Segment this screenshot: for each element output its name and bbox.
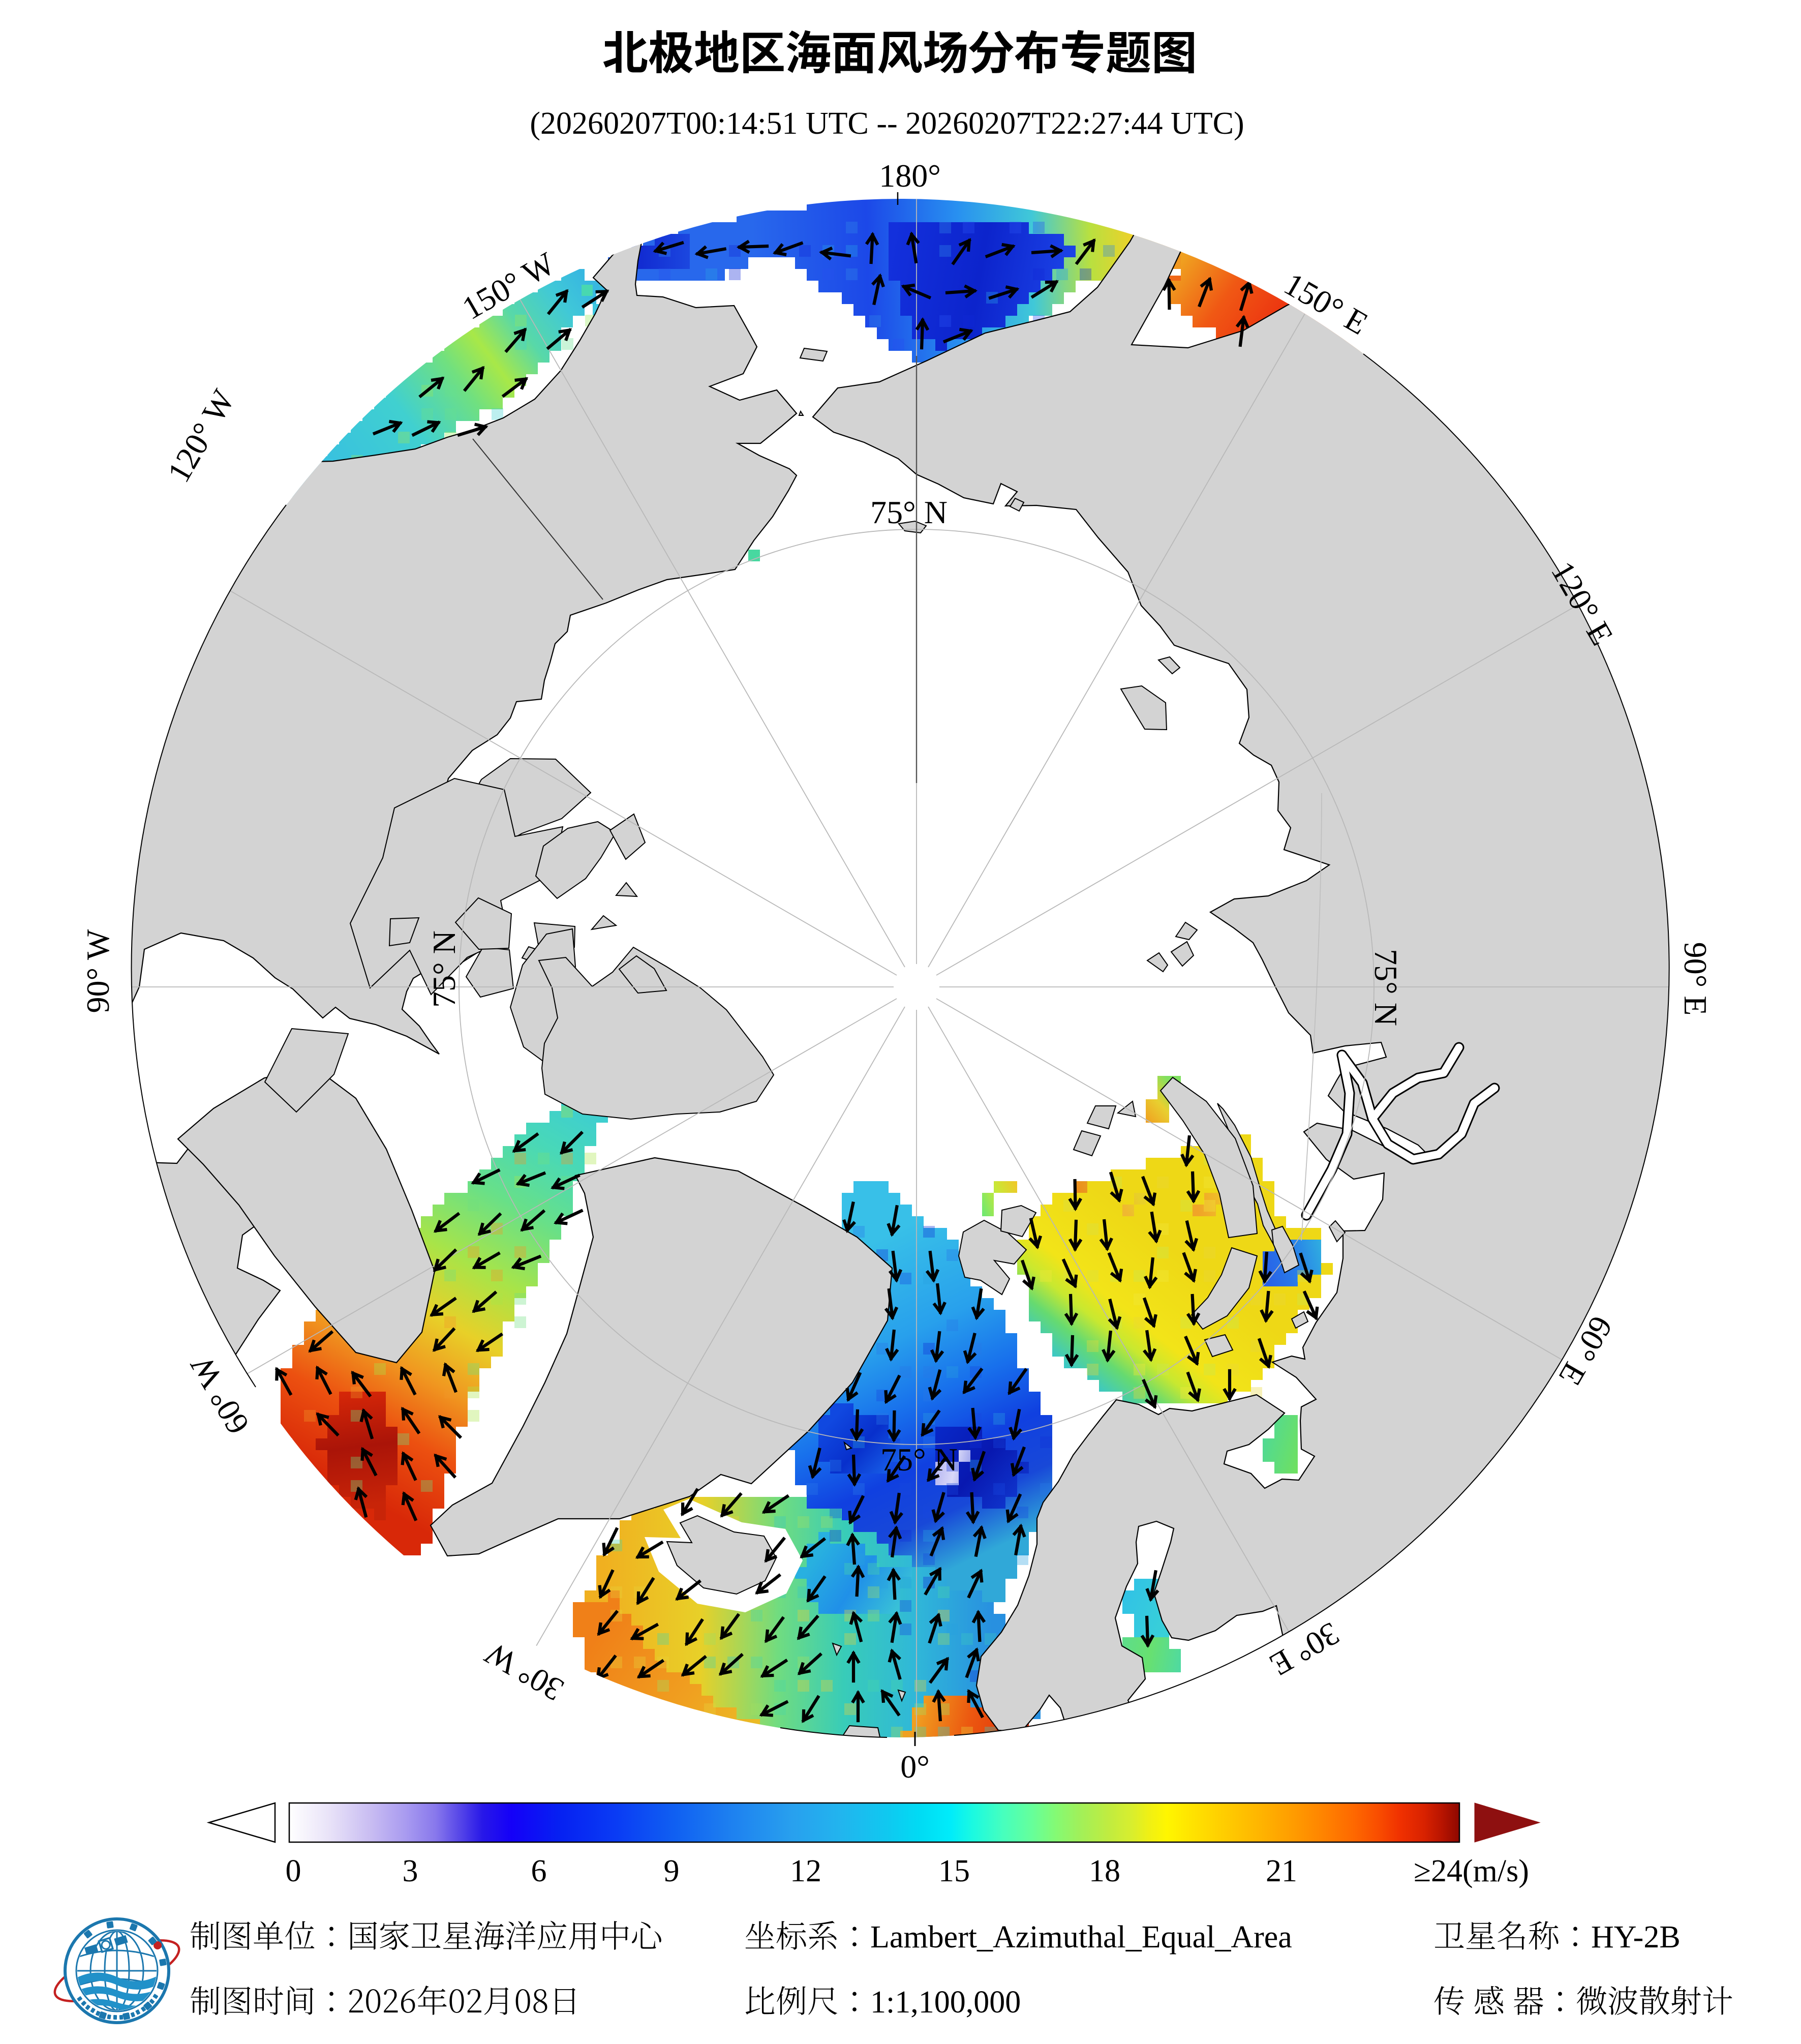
svg-text:0: 0	[286, 1854, 301, 1888]
svg-text:75° N: 75° N	[870, 494, 948, 530]
svg-text:75° N: 75° N	[1368, 949, 1404, 1026]
svg-text:HY-2B: HY-2B	[1591, 1920, 1681, 1955]
svg-text:75° N: 75° N	[426, 930, 462, 1008]
svg-text:90° E: 90° E	[1677, 942, 1714, 1016]
svg-text:9: 9	[664, 1854, 680, 1888]
svg-text:(20260207T00:14:51 UTC -- 2026: (20260207T00:14:51 UTC -- 20260207T22:27…	[530, 106, 1244, 141]
svg-text:180°: 180°	[879, 158, 941, 194]
svg-text:90° W: 90° W	[80, 929, 116, 1013]
svg-text:6: 6	[531, 1854, 547, 1888]
svg-text:75° N: 75° N	[880, 1441, 958, 1478]
svg-text:21: 21	[1266, 1854, 1297, 1888]
svg-text:≥24(m/s): ≥24(m/s)	[1414, 1854, 1529, 1888]
svg-text:12: 12	[790, 1854, 821, 1888]
svg-text:0°: 0°	[900, 1749, 930, 1785]
svg-text:3: 3	[403, 1854, 418, 1888]
svg-text:1:1,100,000: 1:1,100,000	[870, 1985, 1021, 2020]
svg-text:15: 15	[938, 1854, 970, 1888]
svg-text:Lambert_Azimuthal_Equal_Area: Lambert_Azimuthal_Equal_Area	[870, 1920, 1292, 1955]
svg-text:18: 18	[1089, 1854, 1120, 1888]
